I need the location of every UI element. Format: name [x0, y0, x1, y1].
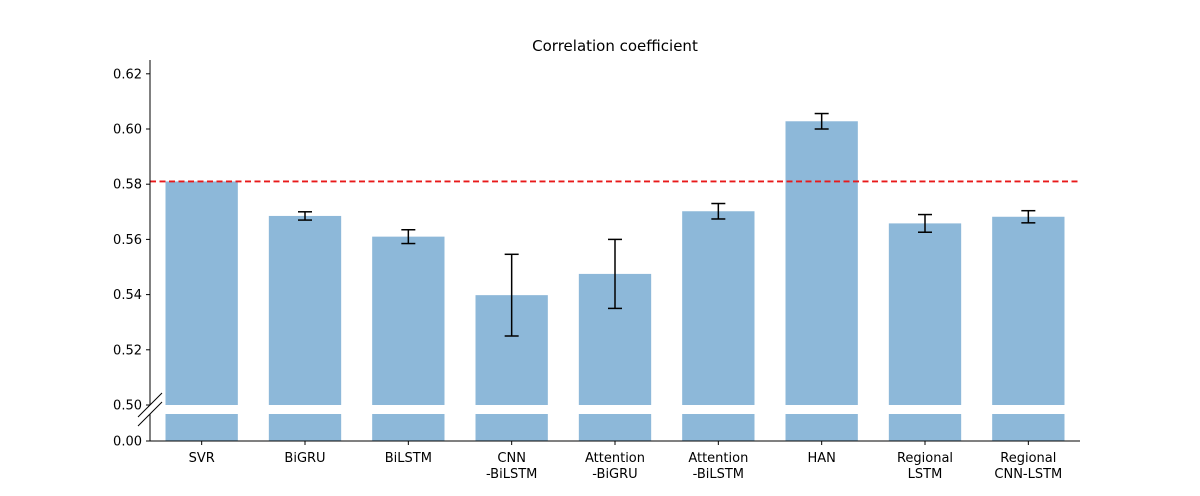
- y-tick-label: 0.62: [113, 67, 142, 82]
- bar-upper: [165, 181, 238, 405]
- chart-title: Correlation coefficient: [532, 37, 698, 55]
- x-tick-label: CNN -BiLSTM: [486, 451, 537, 482]
- bar-lower: [372, 414, 445, 441]
- x-tick-label: Attention -BiLSTM: [688, 451, 748, 482]
- y-tick-label: 0.00: [113, 435, 142, 450]
- bar-upper: [268, 215, 342, 405]
- bar-lower: [165, 414, 238, 441]
- x-tick-label: HAN: [807, 451, 835, 466]
- bar-upper: [372, 236, 445, 405]
- bar-upper: [888, 223, 962, 405]
- bars-group: [165, 121, 1065, 441]
- bar-upper: [682, 211, 755, 405]
- axis-break-mark: [137, 401, 163, 427]
- y-tick-label: 0.60: [113, 123, 142, 138]
- x-tick-label: BiGRU: [284, 451, 325, 466]
- y-tick-label: 0.56: [113, 233, 142, 248]
- bar-upper: [785, 121, 858, 405]
- x-tick-label: SVR: [189, 451, 215, 466]
- bar-lower: [992, 414, 1065, 441]
- bar-lower: [682, 414, 755, 441]
- y-ticks-group: 0.50 0.52 0.54 0.56 0.58 0.60 0.62 0.00: [113, 67, 150, 450]
- error-bars-group: [298, 112, 1036, 337]
- x-tick-label: Attention -BiGRU: [585, 451, 645, 482]
- y-tick-label: 0.52: [113, 343, 142, 358]
- y-tick-label: 0.50: [113, 399, 142, 414]
- bar-lower: [785, 414, 858, 441]
- bar-lower: [268, 414, 342, 441]
- bar-lower: [888, 414, 962, 441]
- bar-lower: [475, 414, 548, 441]
- x-ticks-group: SVR BiGRU BiLSTM CNN -BiLSTM Attention -BiGRU A…: [189, 441, 1062, 482]
- x-tick-label: BiLSTM: [385, 451, 432, 466]
- x-tick-label: Regional LSTM: [897, 451, 953, 482]
- x-tick-label: Regional CNN-LSTM: [994, 451, 1062, 482]
- y-tick-label: 0.54: [113, 288, 142, 303]
- y-tick-label: 0.58: [113, 178, 142, 193]
- bar-upper: [992, 216, 1065, 405]
- bar-lower: [578, 414, 652, 441]
